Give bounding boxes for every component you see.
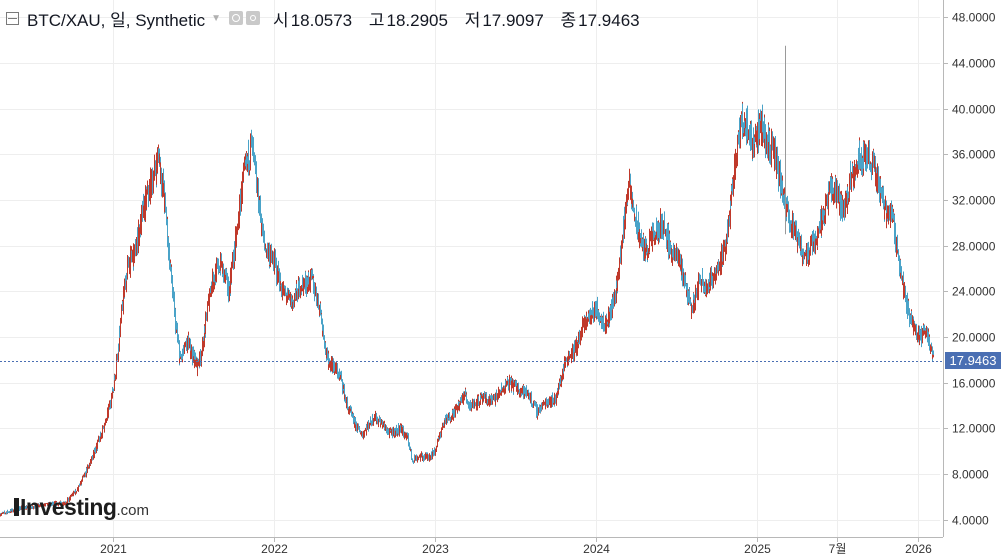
y-tick-label: 40.0000 [952, 103, 996, 117]
logo-name: Investing [20, 494, 117, 520]
x-tick-label: 2022 [261, 542, 288, 555]
x-tick-label: 2023 [422, 542, 449, 555]
last-price-tag: 17.9463 [945, 352, 1001, 369]
x-tick-label: 2026 [905, 542, 932, 555]
y-tick-label: 16.0000 [952, 377, 996, 391]
low-label: 저 [464, 10, 481, 30]
x-tick-label: 7월 [829, 542, 847, 555]
close-label: 종 [560, 10, 577, 30]
y-tick-label: 44.0000 [952, 57, 996, 71]
x-tick-label: 2024 [583, 542, 610, 555]
y-tick-label: 4.0000 [952, 514, 989, 528]
y-tick-label: 48.0000 [952, 11, 996, 25]
x-tick-label: 2021 [100, 542, 127, 555]
investing-logo: Investing.com [14, 494, 149, 521]
y-tick-label: 28.0000 [952, 240, 996, 254]
x-axis[interactable]: 2021 2022 2023 2024 2025 7월 2026 [100, 537, 932, 555]
price-series [0, 101, 934, 517]
collapse-icon[interactable] [6, 11, 19, 25]
logo-mark [14, 498, 19, 516]
open-value: 18.0573 [290, 10, 353, 30]
chart-legend: BTC/XAU, 일, Synthetic ▼ 시 18.0573 고 18.290… [6, 6, 652, 31]
y-tick-label: 32.0000 [952, 194, 996, 208]
chart-grid [0, 0, 940, 537]
y-tick-label: 8.0000 [952, 468, 989, 482]
x-tick-label: 2025 [744, 542, 771, 555]
ohlc-values: 시 18.0573 고 18.2905 저 17.9097 종 17.9463 [273, 6, 652, 31]
high-label: 고 [368, 10, 385, 30]
close-value: 17.9463 [578, 10, 640, 30]
symbol-label[interactable]: BTC/XAU, 일, Synthetic [27, 10, 206, 30]
y-tick-label: 20.0000 [952, 331, 996, 345]
low-value: 17.9097 [482, 10, 544, 30]
eye-icon[interactable] [229, 11, 244, 25]
y-tick-label: 12.0000 [952, 422, 996, 436]
high-value: 18.2905 [386, 10, 448, 30]
open-label: 시 [273, 10, 289, 30]
y-axis[interactable]: 4.0000 8.0000 12.0000 16.0000 20.0000 24.0000… [943, 11, 996, 528]
logo-suffix: .com [116, 502, 149, 519]
gear-icon[interactable] [246, 11, 261, 25]
y-tick-label: 24.0000 [952, 285, 996, 299]
y-tick-label: 36.0000 [952, 148, 996, 162]
chevron-down-icon[interactable]: ▼ [211, 12, 222, 24]
